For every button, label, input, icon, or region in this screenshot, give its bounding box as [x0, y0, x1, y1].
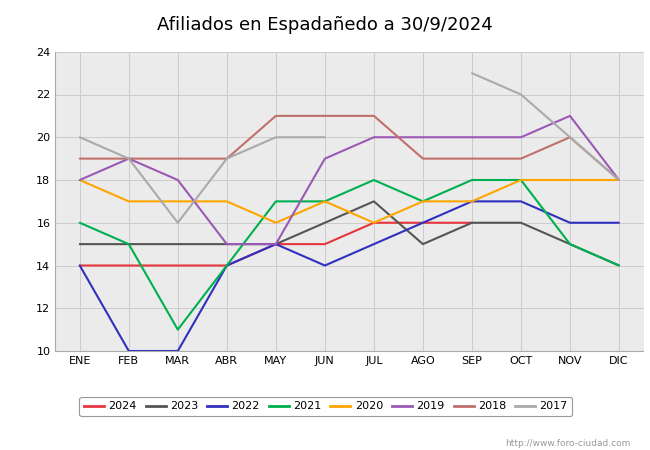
- Text: http://www.foro-ciudad.com: http://www.foro-ciudad.com: [505, 439, 630, 448]
- Legend: 2024, 2023, 2022, 2021, 2020, 2019, 2018, 2017: 2024, 2023, 2022, 2021, 2020, 2019, 2018…: [79, 397, 572, 416]
- Text: Afiliados en Espadañedo a 30/9/2024: Afiliados en Espadañedo a 30/9/2024: [157, 16, 493, 34]
